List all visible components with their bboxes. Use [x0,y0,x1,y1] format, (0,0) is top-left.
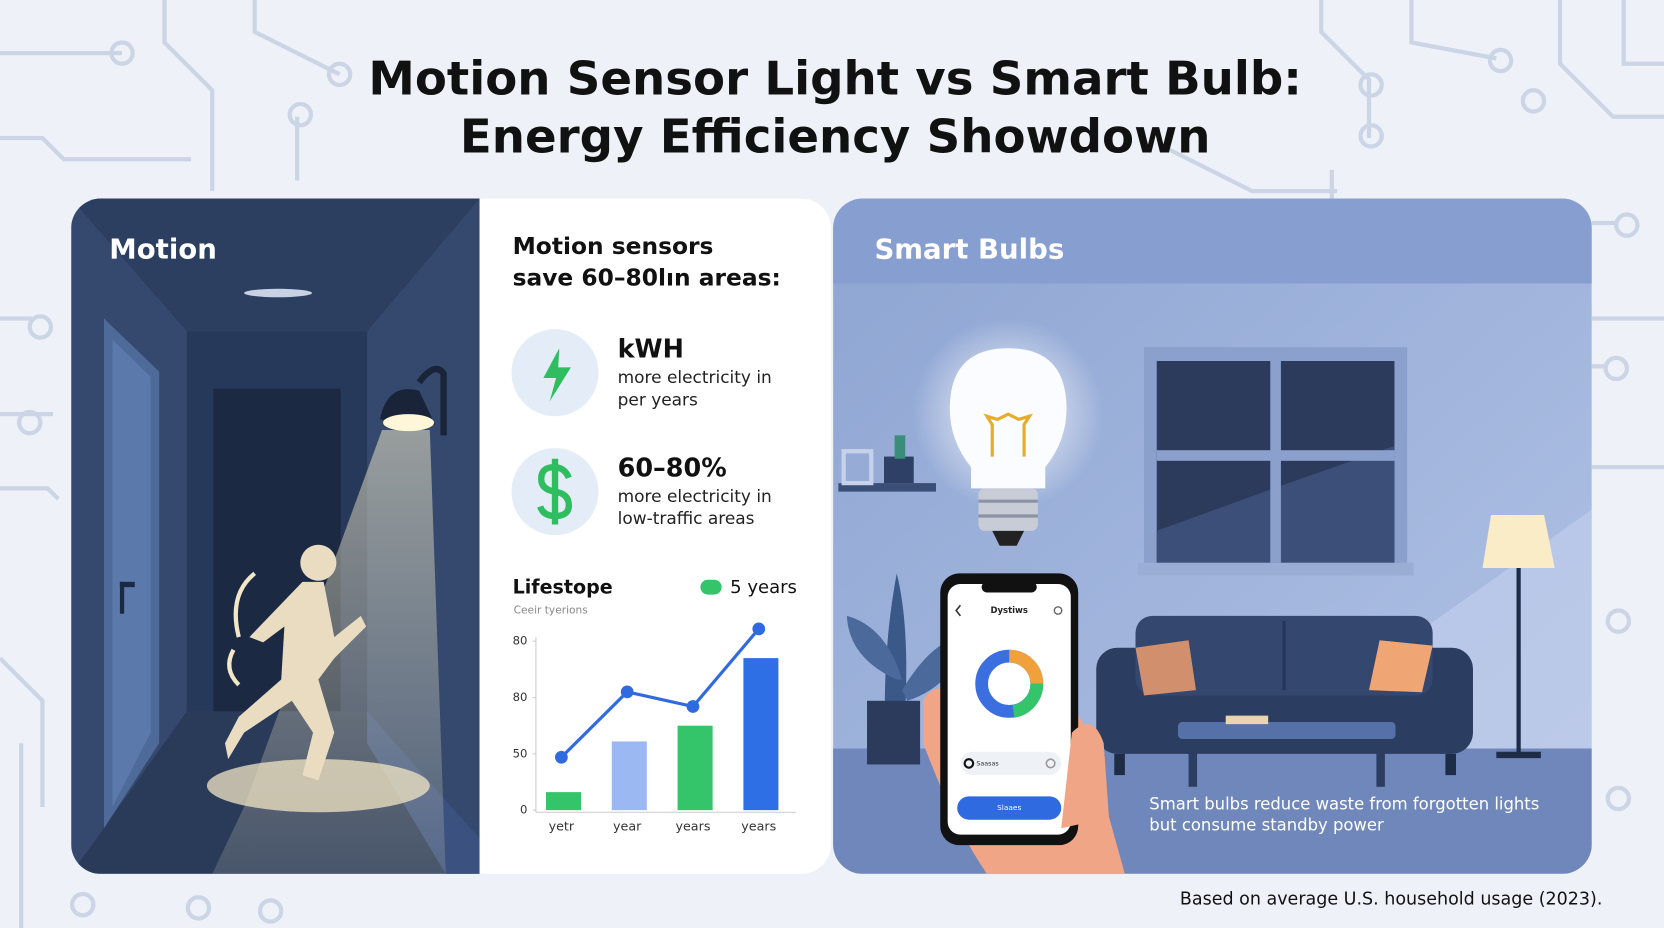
y-tick-label: 80 [513,634,528,648]
trend-point [555,750,568,764]
x-tick-label: year [613,820,642,835]
trend-point [752,622,766,636]
bar [546,792,582,811]
panel-label: Smart Bulbs [874,233,1064,266]
stat-text: per years [618,390,698,410]
trend-point [686,700,700,713]
title-line: Energy Efficiency Showdown [460,111,1211,165]
bar [611,741,647,811]
trend-line [560,627,760,759]
legend-swatch [700,579,722,595]
bar [677,725,713,811]
motion-illustration [71,198,480,874]
phone-row: Saasas [976,760,998,767]
footnote: Based on average U.S. household usage (2… [1180,889,1603,909]
caption: Smart bulbs reduce waste from forgotten … [1149,794,1539,813]
bar [743,658,779,811]
stat-title: 60–80% [618,453,727,483]
stat-text: more electricity in [618,487,772,507]
smart-bulb-illustration [833,198,1592,874]
y-tick-label: 80 [513,690,528,704]
stats-heading: Motion sensors [513,232,714,260]
trend-point [620,685,634,699]
caption: but consume standby power [1149,816,1384,835]
x-tick-label: years [741,820,776,835]
phone-header: Dystiws [990,606,1027,616]
title-line: Motion Sensor Light vs Smart Bulb: [368,52,1302,106]
chart-subtitle: Ceeir tyerions [514,604,589,617]
y-tick-label: 0 [520,803,527,817]
mini-chart: Lifestope Ceeir tyerions 5 years 0 50 80 80… [513,576,797,835]
stats-heading: save 60–80lın areas: [513,264,781,292]
x-tick-label: yetr [549,820,575,835]
legend-label: 5 years [730,577,797,598]
chart-title: Lifestope [513,576,613,599]
x-tick-label: years [675,820,710,835]
y-tick-label: 50 [513,746,528,760]
stat-text: low-traffic areas [618,509,755,529]
panel-label: Motion [109,233,217,266]
stat-text: more electricity in [618,368,772,388]
dollar-icon [537,458,573,525]
stat-title: kWH [618,334,684,364]
phone-button[interactable]: Slaaes [997,803,1021,812]
lightning-icon [543,348,571,402]
